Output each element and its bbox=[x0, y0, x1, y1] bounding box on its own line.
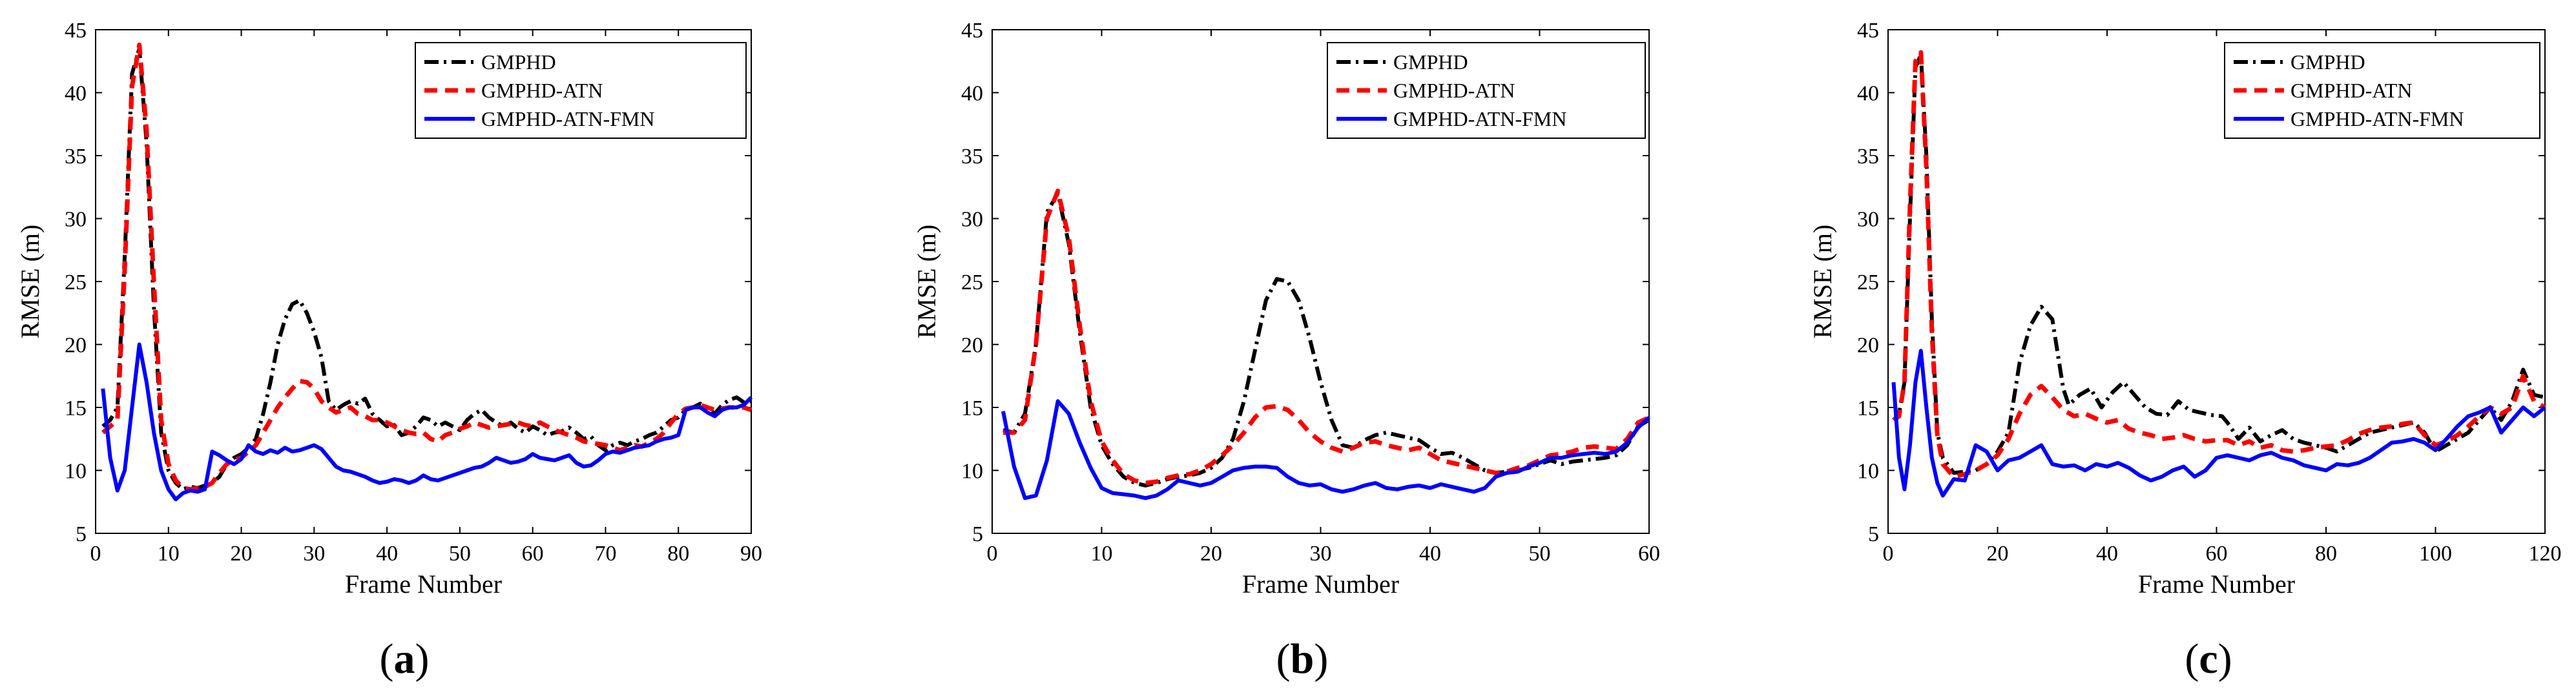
y-tick-label: 15 bbox=[961, 396, 983, 420]
legend-label-gmphd-atn-fmn: GMPHD-ATN-FMN bbox=[481, 107, 654, 130]
x-tick-label: 80 bbox=[667, 542, 689, 566]
chart-panel-3: 0 20 40 60 80 100 120 5 10 15 20 25 30 35 40 45 Frame Nu… bbox=[1808, 19, 2562, 683]
y-tick-label: 35 bbox=[961, 145, 983, 169]
panel-label-open: ( bbox=[380, 635, 394, 683]
y-tick-label: 35 bbox=[1857, 145, 1879, 169]
y-tick-label: 25 bbox=[1857, 271, 1879, 294]
x-tick-label: 60 bbox=[522, 542, 544, 566]
y-tick-label: 10 bbox=[1857, 460, 1879, 484]
panel-label-open: ( bbox=[2185, 635, 2199, 683]
legend-label-gmphd-atn: GMPHD-ATN bbox=[1393, 79, 1515, 102]
panel-label: (a) bbox=[380, 635, 430, 683]
x-tick-label: 90 bbox=[740, 542, 762, 566]
x-tick-label: 30 bbox=[303, 542, 325, 566]
y-axis-label: RMSE (m) bbox=[16, 225, 45, 339]
y-tick-label: 45 bbox=[65, 19, 87, 43]
x-axis-label: Frame Number bbox=[345, 570, 502, 599]
y-tick-label: 5 bbox=[972, 522, 983, 546]
series-line-gmphd-atn bbox=[1892, 50, 2546, 479]
x-tick-label: 40 bbox=[1419, 542, 1441, 566]
chart-panel-2: 0 10 20 30 40 50 60 5 10 15 20 25 30 35 40 45 Frame Numb… bbox=[912, 19, 1660, 683]
panel-label: (c) bbox=[2185, 635, 2232, 683]
series-line-gmphd-atn-fmn bbox=[1001, 399, 1651, 500]
x-tick-label: 70 bbox=[594, 542, 616, 566]
legend-label-gmphd-atn-fmn: GMPHD-ATN-FMN bbox=[1393, 107, 1566, 130]
y-tick-label: 30 bbox=[1857, 208, 1879, 232]
y-tick-label: 15 bbox=[1857, 396, 1879, 420]
x-tick-label: 10 bbox=[1091, 542, 1113, 566]
legend-label-gmphd: GMPHD bbox=[1393, 50, 1468, 74]
x-tick-label: 0 bbox=[987, 542, 998, 566]
x-tick-label: 50 bbox=[1529, 542, 1551, 566]
panel-label-letter: c bbox=[2199, 635, 2218, 683]
x-tick-label: 40 bbox=[2096, 542, 2118, 566]
y-tick-label: 20 bbox=[65, 334, 87, 358]
y-axis-label: RMSE (m) bbox=[1808, 225, 1837, 339]
panels: 0 10 20 30 40 50 60 70 80 9051015202530354045Fram… bbox=[16, 19, 2562, 683]
panel-label-letter: a bbox=[394, 635, 415, 683]
x-tick-label: 20 bbox=[1200, 542, 1222, 566]
panel-label-close: ) bbox=[1314, 635, 1328, 683]
x-tick-label: 0 bbox=[90, 542, 101, 566]
legend-label-gmphd: GMPHD bbox=[2290, 50, 2365, 74]
legend-label-gmphd-atn: GMPHD-ATN bbox=[2290, 79, 2412, 102]
y-tick-label: 35 bbox=[65, 145, 87, 169]
panel-label-letter: b bbox=[1291, 635, 1314, 683]
legend-label-gmphd-atn: GMPHD-ATN bbox=[481, 79, 603, 102]
x-tick-label: 100 bbox=[2419, 542, 2452, 566]
y-tick-label: 20 bbox=[961, 334, 983, 358]
legend: GMPHD GMPHD-ATN GMPHD-ATN-FMN bbox=[1327, 42, 1646, 139]
legend-label-gmphd: GMPHD bbox=[481, 50, 556, 74]
x-tick-label: 20 bbox=[231, 542, 253, 566]
panel-label-close: ) bbox=[415, 635, 430, 683]
x-axis-label: Frame Number bbox=[1242, 570, 1399, 599]
y-tick-label: 5 bbox=[76, 522, 87, 546]
y-axis-label: RMSE (m) bbox=[912, 225, 941, 339]
x-tick-label: 20 bbox=[1987, 542, 2009, 566]
y-tick-label: 45 bbox=[1857, 19, 1879, 43]
series-line-gmphd-atn-fmn bbox=[1891, 349, 2546, 498]
panel-label: (b) bbox=[1276, 635, 1329, 683]
x-tick-label: 80 bbox=[2315, 542, 2337, 566]
y-tick-label: 40 bbox=[961, 82, 983, 106]
x-tick-label: 60 bbox=[1638, 542, 1660, 566]
panel-label-close: ) bbox=[2218, 635, 2232, 683]
x-axis-label: Frame Number bbox=[2138, 570, 2295, 599]
x-tick-label: 10 bbox=[158, 542, 180, 566]
x-tick-label: 0 bbox=[1883, 542, 1894, 566]
y-tick-label: 40 bbox=[1857, 82, 1879, 106]
y-tick-label: 10 bbox=[961, 460, 983, 484]
x-tick-label: 120 bbox=[2529, 542, 2562, 566]
x-tick-label: 50 bbox=[449, 542, 471, 566]
series-line-gmphd bbox=[1002, 191, 1650, 488]
y-tick-label: 10 bbox=[65, 460, 87, 484]
legend: GMPHD GMPHD-ATN GMPHD-ATN-FMN bbox=[415, 42, 747, 139]
chart-panel-1: 0 10 20 30 40 50 60 70 80 90 5 10 15 20 25 30 35 40 45 Fram… bbox=[16, 19, 762, 683]
series-line-gmphd-atn-fmn bbox=[101, 342, 753, 502]
x-tick-label: 40 bbox=[376, 542, 398, 566]
legend: GMPHD GMPHD-ATN GMPHD-ATN-FMN bbox=[2224, 42, 2540, 139]
y-tick-label: 20 bbox=[1857, 334, 1879, 358]
y-tick-label: 15 bbox=[65, 396, 87, 420]
y-tick-label: 45 bbox=[961, 19, 983, 43]
x-tick-label: 60 bbox=[2206, 542, 2228, 566]
y-tick-label: 30 bbox=[65, 208, 87, 232]
y-tick-label: 25 bbox=[961, 271, 983, 294]
legend-label-gmphd-atn-fmn: GMPHD-ATN-FMN bbox=[2290, 107, 2464, 130]
y-tick-label: 30 bbox=[961, 208, 983, 232]
y-tick-label: 25 bbox=[65, 271, 87, 294]
panel-label-open: ( bbox=[1276, 635, 1291, 683]
y-tick-label: 40 bbox=[65, 82, 87, 106]
y-tick-label: 5 bbox=[1868, 522, 1879, 546]
x-tick-label: 30 bbox=[1310, 542, 1332, 566]
